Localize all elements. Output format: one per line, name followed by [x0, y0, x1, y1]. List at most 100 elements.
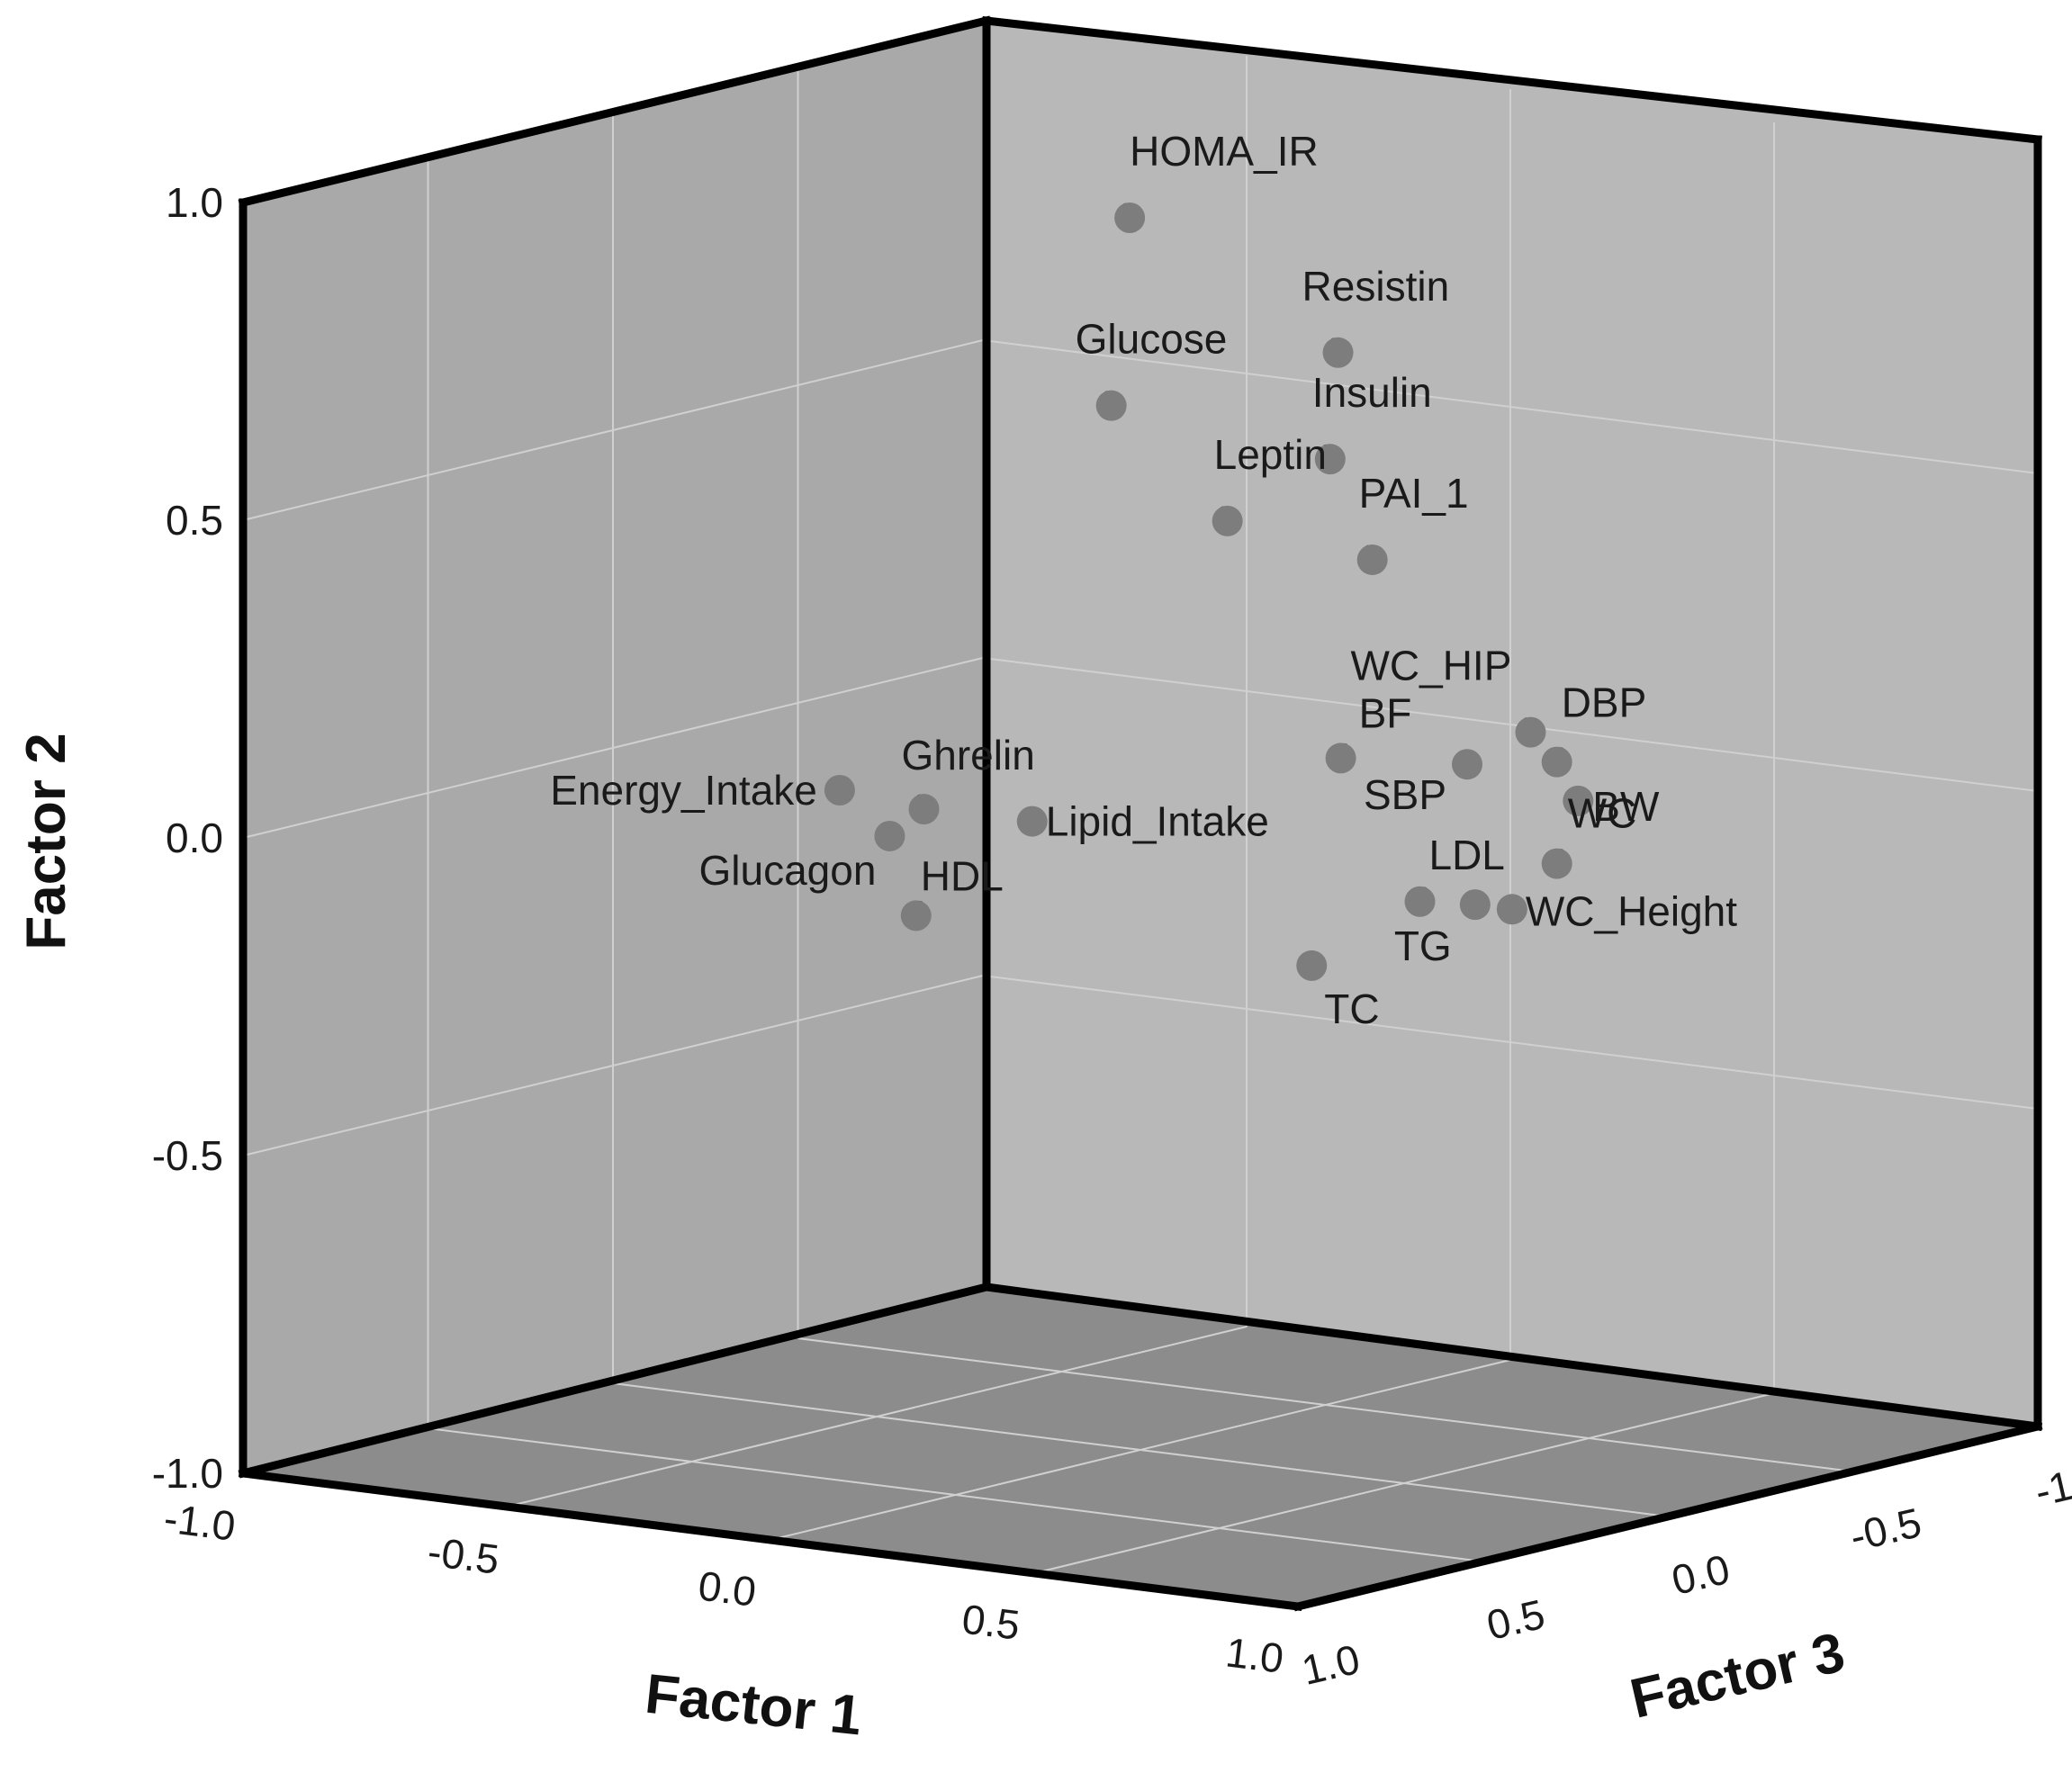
point-marker — [1356, 544, 1388, 575]
point-label: WC_Height — [1526, 887, 1737, 934]
z-axis-title: Factor 3 — [1625, 1621, 1851, 1730]
point-label: Ghrelin — [902, 732, 1035, 778]
point-pai-1: PAI_1 — [1356, 470, 1469, 575]
y-axis-title: Factor 2 — [15, 733, 77, 950]
point-label: Leptin — [1214, 431, 1327, 478]
point-label: WC_HIP — [1350, 643, 1511, 689]
point-label: LDL — [1429, 832, 1505, 878]
frame-floor-front-left — [238, 1468, 1303, 1612]
point-wc: WC — [1541, 790, 1637, 879]
point-marker — [824, 775, 855, 806]
frame-left-top — [238, 15, 992, 208]
z-tick-label: 0.5 — [1482, 1590, 1549, 1649]
point-ghrelin: Ghrelin — [902, 732, 1035, 825]
grid-lines — [242, 56, 2039, 1574]
point-label: HDL — [921, 852, 1004, 899]
point-marker — [874, 820, 905, 851]
point-label: PAI_1 — [1359, 470, 1469, 517]
point-insulin: Insulin — [1312, 369, 1432, 475]
point-label: WC — [1568, 790, 1637, 837]
point-marker — [1563, 785, 1594, 816]
point-marker — [1459, 889, 1491, 921]
point-marker — [1541, 848, 1572, 879]
data-points: HOMA_IR Resistin Glucose Insulin Leptin PAI_1… — [550, 128, 1737, 1032]
point-label: TG — [1394, 922, 1452, 969]
x-tick-label: -1.0 — [161, 1494, 238, 1549]
point-marker — [1452, 749, 1482, 780]
y-tick-label: 0.0 — [166, 814, 223, 861]
point-glucose: Glucose — [1076, 316, 1228, 421]
point-label: BF — [1359, 689, 1412, 736]
x-tick-label: 0.5 — [959, 1595, 1022, 1648]
point-marker — [1314, 444, 1346, 475]
frame — [238, 15, 2043, 1612]
point-marker — [1095, 390, 1127, 421]
frame-floor-back-left — [238, 1282, 992, 1479]
point-wc-height: WC_Height — [1496, 887, 1737, 934]
point-label: Glucose — [1076, 316, 1228, 363]
point-label: Energy_Intake — [550, 767, 817, 814]
point-marker — [1496, 894, 1527, 925]
point-label: BW — [1592, 783, 1660, 830]
x-tick-label: 0.0 — [696, 1562, 759, 1615]
point-marker — [1404, 886, 1436, 917]
z-tick-label: 0.0 — [1667, 1545, 1734, 1604]
z-tick-label: 1.0 — [1297, 1635, 1364, 1694]
point-tc: TC — [1296, 950, 1380, 1032]
x-axis-title: Factor 1 — [643, 1663, 865, 1748]
grid-line-left-horizontal — [242, 657, 984, 839]
grid-line-floor-factor3 — [612, 1382, 1669, 1517]
point-resistin: Resistin — [1302, 263, 1450, 368]
point-marker — [1296, 950, 1328, 981]
point-homa-ir: HOMA_IR — [1114, 128, 1319, 233]
point-label: DBP — [1562, 680, 1647, 726]
point-sbp: SBP — [1364, 749, 1482, 818]
frame-floor-back-right — [981, 1282, 2043, 1432]
frame-back-top — [982, 16, 2042, 144]
point-tg: TG — [1394, 889, 1491, 969]
point-label: Glucagon — [699, 847, 877, 894]
point-bw: BW — [1563, 783, 1660, 830]
point-lipid-intake: Lipid_Intake — [1016, 798, 1269, 845]
point-energy-intake: Energy_Intake — [550, 767, 855, 814]
point-marker — [1212, 505, 1243, 536]
point-ldl: LDL — [1404, 832, 1505, 917]
y-tick-label: 0.5 — [166, 497, 223, 544]
grid-line-left-horizontal — [242, 339, 984, 521]
point-marker — [1515, 716, 1546, 748]
y-tick-label: -1.0 — [152, 1450, 223, 1497]
point-label: SBP — [1364, 771, 1446, 818]
point-marker — [908, 794, 940, 825]
y-tick-label: -0.5 — [152, 1132, 223, 1179]
x-tick-label: -0.5 — [425, 1527, 501, 1582]
point-hdl: HDL — [900, 852, 1004, 932]
point-label: Resistin — [1302, 263, 1450, 310]
point-glucagon: Glucagon — [699, 820, 905, 894]
grid-line-back-horizontal — [982, 339, 2039, 474]
point-marker — [1325, 742, 1356, 774]
point-wc-hip: WC_HIP — [1350, 643, 1546, 748]
point-label: Lipid_Intake — [1046, 798, 1269, 845]
point-marker — [1541, 746, 1572, 778]
point-marker — [1016, 806, 1048, 837]
point-marker — [900, 900, 932, 932]
grid-line-floor-factor1 — [1033, 1392, 1775, 1574]
grid-line-back-horizontal — [982, 657, 2039, 792]
point-leptin: Leptin — [1212, 431, 1327, 536]
back-wall — [986, 21, 2038, 1426]
z-tick-label: -0.5 — [1845, 1498, 1925, 1560]
frame-floor-front-right — [1293, 1421, 2043, 1612]
y-tick-label: 1.0 — [166, 179, 223, 226]
point-label: TC — [1324, 986, 1379, 1032]
x-tick-label: 1.0 — [1223, 1628, 1286, 1681]
grid-line-floor-factor3 — [428, 1427, 1483, 1562]
point-label: Insulin — [1312, 369, 1432, 416]
point-bf: BF — [1325, 689, 1412, 774]
point-dbp: DBP — [1541, 680, 1647, 778]
point-marker — [1322, 337, 1354, 368]
point-label: HOMA_IR — [1130, 128, 1319, 175]
point-marker — [1114, 202, 1146, 233]
z-tick-label: -1.0 — [2031, 1454, 2072, 1515]
